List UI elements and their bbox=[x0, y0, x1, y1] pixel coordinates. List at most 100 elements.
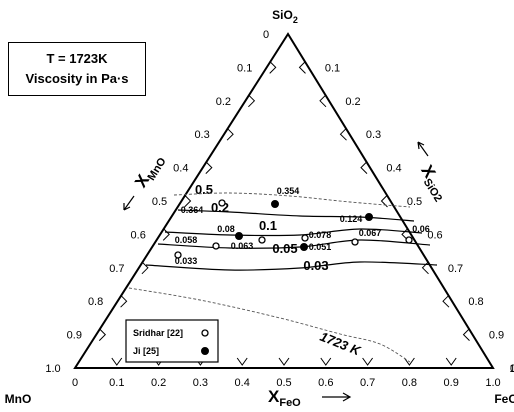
mno-tick-label: 0.9 bbox=[67, 330, 82, 342]
mno-tick-label: 0.7 bbox=[109, 263, 124, 275]
triangle-frame bbox=[73, 32, 495, 369]
sio2-tick-label: 1.0 bbox=[509, 363, 514, 375]
sio2-tick-label: 0.8 bbox=[468, 296, 483, 308]
sio2-tick-mark bbox=[339, 127, 347, 141]
sio2-tick-label: 0.9 bbox=[489, 330, 504, 342]
mno-tick-label: 0 bbox=[263, 29, 269, 41]
legend-marker-sridhar bbox=[201, 329, 209, 337]
iso-viscosity-line bbox=[164, 228, 423, 237]
liquidus-label: 1723 K bbox=[318, 329, 364, 359]
mno-tick-label: 0.3 bbox=[194, 129, 209, 141]
sridhar-point bbox=[405, 236, 413, 244]
feo-tick-label: 0.7 bbox=[360, 377, 375, 389]
sio2-axis-arrow bbox=[417, 141, 429, 157]
mno-tick-label: 0.4 bbox=[173, 163, 188, 175]
sridhar-point bbox=[218, 199, 226, 207]
vertex-label-sio2: SiO2 bbox=[272, 8, 298, 25]
temperature-label: T = 1723K bbox=[46, 51, 108, 66]
ji-point-label: 0.124 bbox=[340, 214, 363, 224]
sio2-tick-mark bbox=[360, 161, 368, 174]
mno-tick-label: 0.2 bbox=[216, 96, 231, 108]
feo-tick-label: 0.2 bbox=[151, 377, 166, 389]
sridhar-point-label: 0.063 bbox=[231, 241, 254, 251]
feo-tick-label: 1.0 bbox=[485, 377, 500, 389]
sridhar-point-label: 0.364 bbox=[181, 205, 204, 215]
feo-tick-mark bbox=[403, 357, 415, 366]
feo-tick-mark bbox=[362, 357, 374, 366]
mno-tick-mark bbox=[120, 294, 128, 308]
iso-viscosity-line bbox=[177, 209, 415, 222]
viscosity-unit-label: Viscosity in Pa·s bbox=[25, 71, 129, 86]
ji-point-label: 0.08 bbox=[217, 224, 235, 234]
feo-tick-mark bbox=[236, 357, 248, 366]
sio2-tick-label: 0.7 bbox=[448, 263, 463, 275]
sridhar-point bbox=[174, 251, 182, 259]
vertex-label-mno: MnO bbox=[5, 392, 32, 406]
feo-tick-label: 0.6 bbox=[318, 377, 333, 389]
sio2-tick-label: 0.2 bbox=[345, 96, 360, 108]
liquidus-1723k-line bbox=[128, 287, 411, 363]
mno-tick-label: 0.5 bbox=[152, 196, 167, 208]
ji-point-label: 0.354 bbox=[277, 186, 300, 196]
legend-box bbox=[125, 319, 219, 363]
condition-box: T = 1723K Viscosity in Pa·s bbox=[8, 42, 146, 96]
mno-tick-label: 0.6 bbox=[131, 229, 146, 241]
sio2-tick-mark bbox=[319, 94, 327, 108]
ji-point-label: 0.051 bbox=[309, 242, 332, 252]
mno-tick-label: 1.0 bbox=[45, 363, 60, 375]
iso-viscosity-label: 0.03 bbox=[303, 258, 328, 273]
mno-tick-mark bbox=[184, 194, 192, 208]
axis-labels: 001.00.10.10.90.20.20.80.30.30.70.40.40.… bbox=[5, 8, 514, 409]
mno-axis-arrow bbox=[123, 195, 135, 211]
sio2-tick-label: 0.6 bbox=[427, 229, 442, 241]
vertex-label-feo: FeO bbox=[494, 392, 514, 406]
mno-tick-mark bbox=[98, 328, 107, 341]
sio2-tick-mark bbox=[421, 261, 429, 275]
feo-tick-label: 0.3 bbox=[193, 377, 208, 389]
sio2-tick-mark bbox=[462, 328, 470, 341]
sridhar-point bbox=[212, 242, 220, 250]
mno-tick-mark bbox=[226, 127, 234, 141]
iso-viscosity-line bbox=[145, 261, 438, 271]
feo-axis-arrow bbox=[322, 392, 352, 402]
sridhar-point-label: 0.033 bbox=[175, 256, 198, 266]
feo-tick-label: 0 bbox=[72, 377, 78, 389]
feo-tick-label: 0.9 bbox=[444, 377, 459, 389]
feo-axis-title: XFeO bbox=[268, 387, 301, 409]
sio2-tick-label: 0.5 bbox=[407, 196, 422, 208]
ji-point bbox=[300, 243, 308, 251]
sridhar-point bbox=[351, 238, 359, 246]
feo-tick-label: 0.5 bbox=[276, 377, 291, 389]
sio2-tick-label: 0.4 bbox=[386, 163, 401, 175]
mno-tick-mark bbox=[269, 61, 277, 74]
sridhar-point-label: 0.058 bbox=[175, 235, 198, 245]
sridhar-point bbox=[301, 234, 309, 242]
legend-label-sridhar: Sridhar [22] bbox=[133, 328, 183, 338]
ji-point bbox=[271, 200, 279, 208]
legend-marker-ji bbox=[201, 347, 209, 355]
sio2-tick-mark bbox=[442, 294, 450, 308]
mno-tick-mark bbox=[162, 228, 170, 241]
iso-viscosity-label: 0.5 bbox=[195, 182, 213, 197]
feo-tick-label: 0.1 bbox=[109, 377, 124, 389]
sridhar-point-label: 0.06 bbox=[412, 224, 430, 234]
mno-tick-label: 0.1 bbox=[237, 62, 252, 74]
axes-layer bbox=[73, 32, 495, 369]
feo-tick-label: 0.4 bbox=[235, 377, 250, 389]
feo-tick-mark bbox=[278, 357, 290, 366]
sio2-tick-mark bbox=[298, 61, 306, 74]
sio2-tick-label: 0.1 bbox=[325, 62, 340, 74]
ji-point bbox=[365, 213, 373, 221]
mno-axis-title: XMnO bbox=[131, 150, 169, 192]
sridhar-point bbox=[258, 236, 266, 244]
sio2-tick-label: 0 bbox=[510, 363, 514, 375]
sio2-tick-label: 0.3 bbox=[366, 129, 381, 141]
sridhar-point-label: 0.078 bbox=[309, 230, 332, 240]
legend-label-ji: Ji [25] bbox=[133, 346, 159, 356]
feo-tick-mark bbox=[111, 357, 123, 366]
feo-tick-mark bbox=[320, 357, 332, 366]
iso-viscosity-label: 0.1 bbox=[259, 218, 277, 233]
mno-tick-mark bbox=[205, 161, 213, 174]
iso-viscosity-label: 0.05 bbox=[272, 241, 297, 256]
